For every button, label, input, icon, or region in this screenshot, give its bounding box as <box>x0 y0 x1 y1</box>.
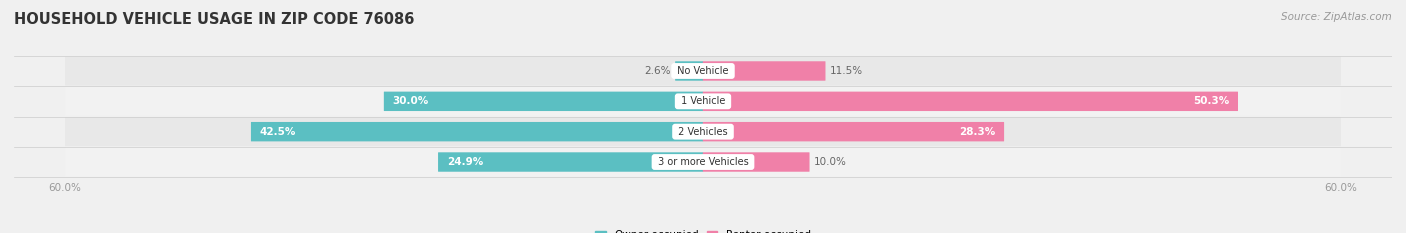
FancyBboxPatch shape <box>250 122 703 141</box>
FancyBboxPatch shape <box>703 152 810 172</box>
FancyBboxPatch shape <box>675 61 703 81</box>
Text: 10.0%: 10.0% <box>814 157 846 167</box>
FancyBboxPatch shape <box>65 147 1341 177</box>
FancyBboxPatch shape <box>384 92 703 111</box>
Text: Source: ZipAtlas.com: Source: ZipAtlas.com <box>1281 12 1392 22</box>
FancyBboxPatch shape <box>703 61 825 81</box>
FancyBboxPatch shape <box>703 92 1239 111</box>
Text: 28.3%: 28.3% <box>959 127 995 137</box>
Text: 3 or more Vehicles: 3 or more Vehicles <box>655 157 751 167</box>
Text: 42.5%: 42.5% <box>260 127 297 137</box>
Text: 24.9%: 24.9% <box>447 157 484 167</box>
FancyBboxPatch shape <box>65 117 1341 146</box>
FancyBboxPatch shape <box>65 87 1341 116</box>
Text: 2 Vehicles: 2 Vehicles <box>675 127 731 137</box>
FancyBboxPatch shape <box>703 122 1004 141</box>
Text: 50.3%: 50.3% <box>1194 96 1229 106</box>
FancyBboxPatch shape <box>439 152 703 172</box>
FancyBboxPatch shape <box>65 56 1341 86</box>
Text: 2.6%: 2.6% <box>644 66 671 76</box>
Text: 30.0%: 30.0% <box>392 96 429 106</box>
Text: 11.5%: 11.5% <box>830 66 863 76</box>
Text: HOUSEHOLD VEHICLE USAGE IN ZIP CODE 76086: HOUSEHOLD VEHICLE USAGE IN ZIP CODE 7608… <box>14 12 415 27</box>
Legend: Owner-occupied, Renter-occupied: Owner-occupied, Renter-occupied <box>591 226 815 233</box>
Text: No Vehicle: No Vehicle <box>675 66 731 76</box>
Text: 1 Vehicle: 1 Vehicle <box>678 96 728 106</box>
